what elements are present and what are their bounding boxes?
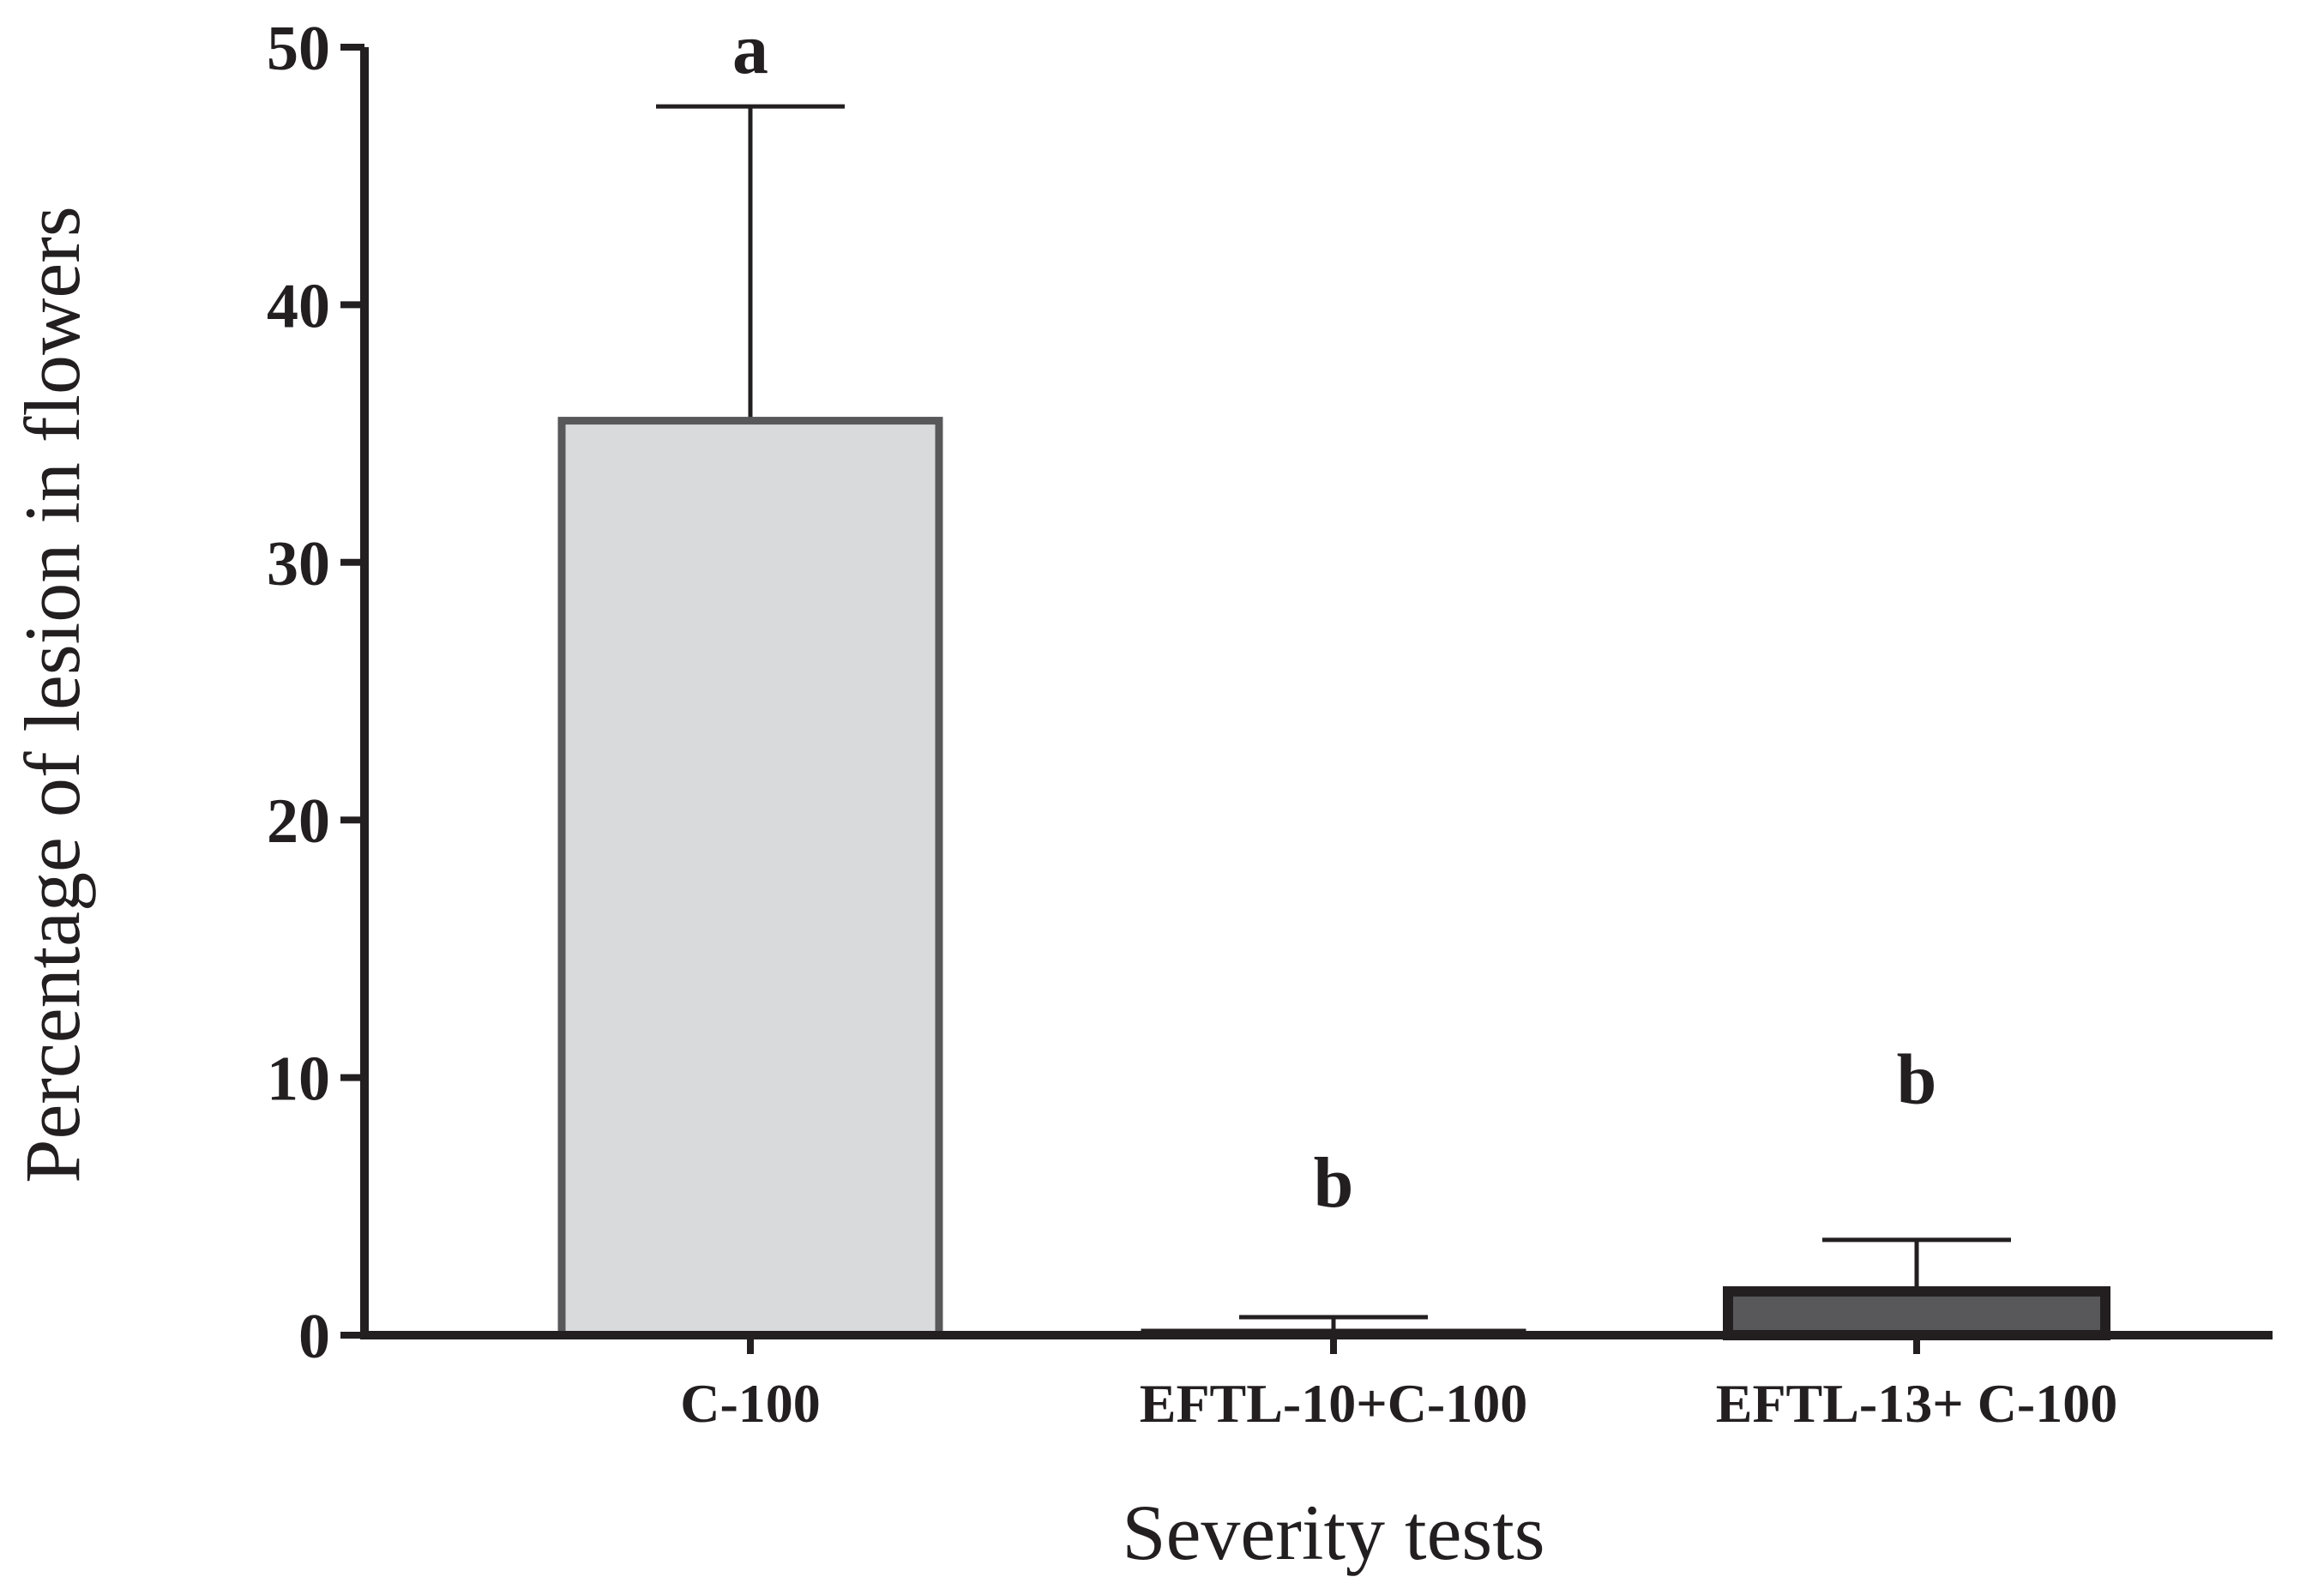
ticks-layer (340, 44, 1920, 1354)
y-tick-label-50: 50 (267, 14, 330, 84)
y-tick-label-0: 0 (298, 1302, 330, 1372)
x-category-label-1: C-100 (680, 1373, 821, 1434)
x-category-label-2: EFTL-10+C-100 (1140, 1373, 1527, 1434)
y-axis-title: Percentage of lesion in flowers (9, 206, 96, 1183)
x-axis-title: Severity tests (1122, 1489, 1544, 1576)
y-tick-label-40: 40 (267, 271, 330, 341)
significance-letter-2: b (1314, 1143, 1354, 1223)
y-tick-label-30: 30 (267, 529, 330, 599)
axes-layer (360, 47, 2273, 1339)
bar-1 (557, 417, 943, 1339)
significance-letter-1: a (732, 9, 768, 89)
y-tick-label-10: 10 (267, 1044, 330, 1115)
labels-layer: 0 10 20 30 40 50 C-100 a EFTL-10+C-100 b EFTL-13+ … (267, 9, 2117, 1434)
bar-3 (1723, 1285, 2110, 1341)
y-tick-label-20: 20 (267, 786, 330, 857)
bars-layer (557, 104, 2110, 1341)
significance-letter-3: b (1897, 1040, 1937, 1120)
x-category-label-3: EFTL-13+ C-100 (1716, 1373, 2117, 1434)
